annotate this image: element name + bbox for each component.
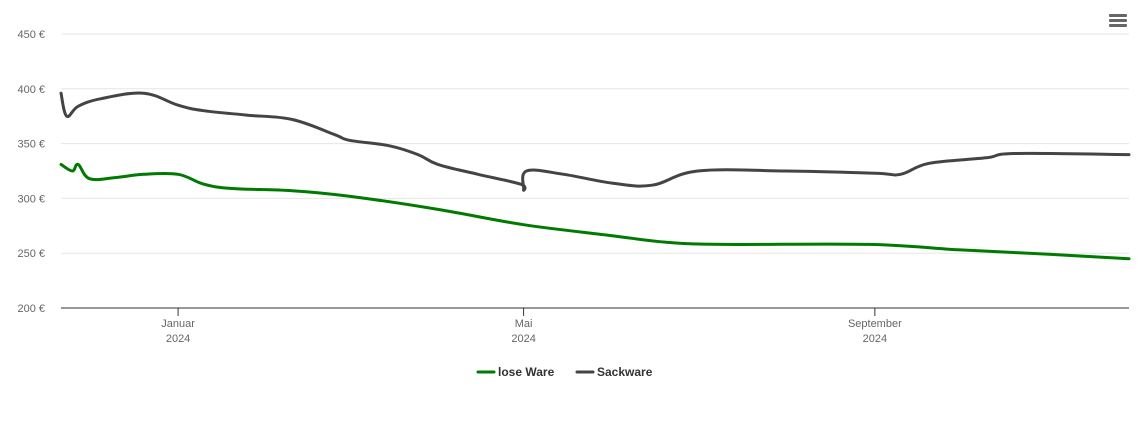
x-tick-label-month: Januar <box>161 318 195 330</box>
y-tick-label: 450 € <box>17 29 45 41</box>
x-tick-label-year: 2024 <box>166 333 190 345</box>
series-group <box>59 91 1131 261</box>
grid-lines <box>61 33 1129 254</box>
y-tick-label: 250 € <box>17 248 45 260</box>
series-line-0[interactable] <box>59 162 1131 261</box>
hamburger-menu-icon <box>1106 14 1130 27</box>
legend-label: lose Ware <box>498 365 555 379</box>
legend[interactable]: lose Ware Sackware <box>476 365 653 379</box>
x-tick-label-month: September <box>848 318 902 330</box>
y-axis: 200 € 250 € 300 € 350 € 400 € 450 € <box>17 29 45 315</box>
y-tick-label: 400 € <box>17 84 45 96</box>
chart-menu-button[interactable] <box>1106 12 1130 32</box>
y-tick-label: 200 € <box>17 303 45 315</box>
legend-item-1[interactable]: Sackware <box>575 365 653 379</box>
y-tick-label: 300 € <box>17 193 45 205</box>
series-line-1[interactable] <box>59 91 1131 192</box>
x-tick-label-month: Mai <box>515 318 533 330</box>
x-tick-label-year: 2024 <box>511 333 535 345</box>
y-tick-label: 350 € <box>17 139 45 151</box>
legend-label: Sackware <box>597 365 653 379</box>
legend-item-0[interactable]: lose Ware <box>476 365 555 379</box>
x-tick-label-year: 2024 <box>863 333 887 345</box>
x-axis: Januar 2024 Mai 2024 September 2024 <box>61 307 1129 345</box>
